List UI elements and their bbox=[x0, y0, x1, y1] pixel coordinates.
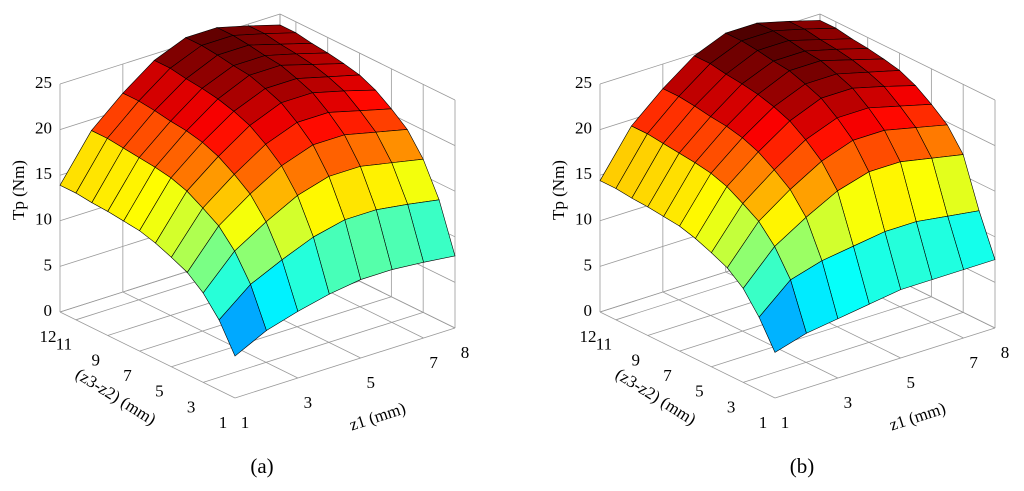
grid-line bbox=[599, 311, 776, 399]
z-tick-label: 15 bbox=[575, 164, 592, 183]
z-tick-label: 0 bbox=[44, 301, 53, 320]
grid-line bbox=[122, 291, 299, 379]
z-tick-label: 25 bbox=[575, 73, 592, 92]
x-tick-label: 1 bbox=[781, 413, 790, 432]
z-tick-label: 20 bbox=[35, 119, 52, 138]
grid-line bbox=[774, 327, 996, 399]
x-tick-label: 7 bbox=[969, 353, 978, 372]
grid-line bbox=[171, 296, 392, 368]
x-tick-label: 1 bbox=[241, 413, 250, 432]
y-tick-label: 7 bbox=[123, 366, 132, 385]
z-axis-label: Tp (Nm) bbox=[549, 160, 568, 220]
y-tick-label: 5 bbox=[155, 382, 164, 401]
x-axis-label: z1 (mm) bbox=[887, 398, 948, 434]
x-tick-label: 3 bbox=[304, 393, 313, 412]
x-tick-label: 8 bbox=[1001, 343, 1010, 362]
y-axis-label: (z3-z2) (mm) bbox=[612, 364, 699, 428]
grid-line bbox=[711, 296, 932, 368]
z-tick-label: 10 bbox=[35, 210, 52, 229]
y-tick-label: 9 bbox=[631, 350, 640, 369]
grid-line bbox=[662, 291, 839, 379]
y-tick-label: 12 bbox=[580, 327, 597, 346]
panel-title: (b) bbox=[790, 454, 815, 478]
panel-title: (a) bbox=[250, 454, 273, 478]
y-tick-label: 7 bbox=[663, 366, 672, 385]
x-tick-label: 7 bbox=[429, 353, 438, 372]
y-axis-label: (z3-z2) (mm) bbox=[72, 364, 159, 428]
z-tick-label: 10 bbox=[575, 210, 592, 229]
grid-line bbox=[203, 311, 424, 383]
z-tick-label: 15 bbox=[35, 164, 52, 183]
z-axis-label: Tp (Nm) bbox=[9, 160, 28, 220]
x-tick-label: 8 bbox=[461, 343, 470, 362]
z-tick-label: 5 bbox=[44, 255, 53, 274]
y-tick-label: 3 bbox=[727, 397, 736, 416]
y-tick-label: 11 bbox=[596, 335, 612, 354]
z-tick-label: 5 bbox=[584, 255, 593, 274]
y-tick-label: 12 bbox=[40, 327, 57, 346]
y-tick-label: 9 bbox=[91, 350, 100, 369]
x-tick-label: 5 bbox=[906, 373, 915, 392]
z-tick-label: 0 bbox=[584, 301, 593, 320]
y-tick-label: 3 bbox=[187, 397, 196, 416]
grid-line bbox=[234, 327, 456, 399]
surface-patch bbox=[758, 279, 807, 353]
x-tick-label: 3 bbox=[844, 393, 853, 412]
grid-line bbox=[743, 311, 964, 383]
y-tick-label: 5 bbox=[695, 382, 704, 401]
x-tick-label: 5 bbox=[366, 373, 375, 392]
grid-line bbox=[279, 13, 456, 101]
z-tick-label: 25 bbox=[35, 73, 52, 92]
x-axis-label: z1 (mm) bbox=[347, 398, 408, 434]
z-tick-label: 20 bbox=[575, 119, 592, 138]
surface-patch bbox=[218, 283, 267, 357]
y-tick-label: 1 bbox=[759, 413, 768, 432]
y-tick-label: 11 bbox=[56, 335, 72, 354]
grid-line bbox=[819, 13, 996, 101]
y-tick-label: 1 bbox=[219, 413, 228, 432]
grid-line bbox=[59, 311, 236, 399]
